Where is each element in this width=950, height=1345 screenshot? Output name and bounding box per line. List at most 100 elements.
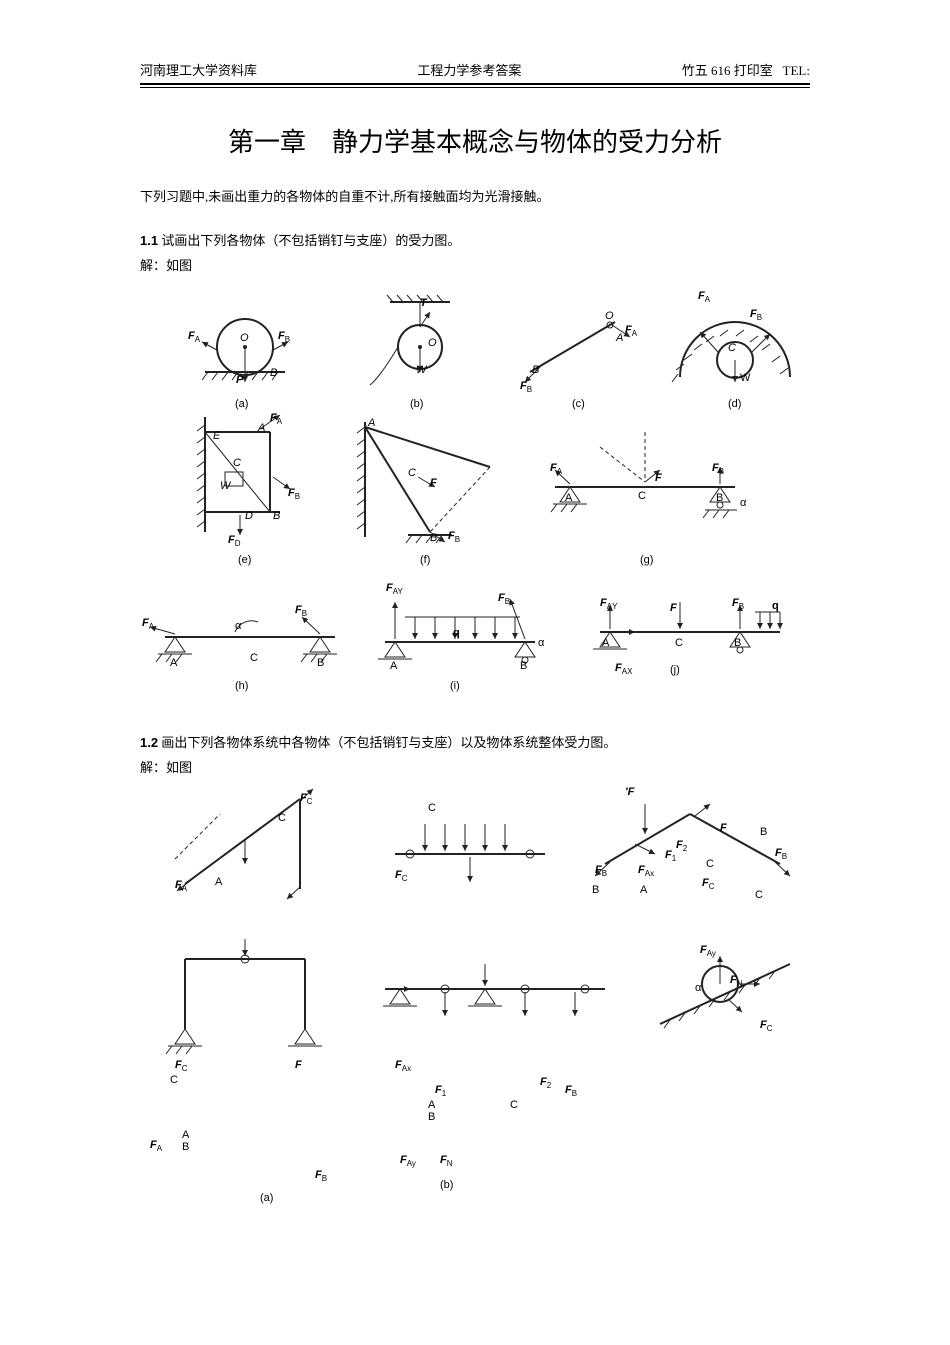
label-f1r2: F1 [435, 1084, 446, 1098]
header-right: 竹五 616 打印室 TEL: [682, 60, 810, 79]
label-alphag: α [740, 497, 746, 509]
label-fbc: FB [520, 380, 532, 394]
label-de: D [245, 510, 253, 522]
header-rule [140, 87, 810, 88]
label-crr: C [706, 858, 714, 870]
label-f2mid: F2 [676, 839, 687, 853]
intro-text: 下列习题中,未画出重力的各物体的自重不计,所有接触面均为光滑接触。 [140, 187, 810, 208]
caption-g: (g) [640, 554, 653, 566]
label-fbg: FB [712, 462, 724, 476]
label-qj: q [772, 600, 779, 612]
label-fbr: FB [775, 847, 787, 861]
header-center: 工程力学参考答案 [417, 60, 521, 79]
label-f2r2: F2 [540, 1076, 551, 1090]
label-bf: B [430, 532, 437, 544]
label-ae: A [258, 422, 265, 434]
label-b: B [270, 367, 277, 379]
label-fbh: FB [295, 604, 307, 618]
caption-f: (f) [420, 554, 430, 566]
label-f1mid: F1 [665, 849, 676, 863]
problem-number: 1.1 [140, 233, 158, 248]
label-fayi: FAY [386, 582, 403, 596]
page-header: 河南理工大学资料库 工程力学参考答案 竹五 616 打印室 TEL: [140, 60, 810, 85]
label-fcr: FC [702, 877, 715, 891]
label-be: B [273, 510, 280, 522]
label-bi: B [520, 660, 527, 672]
label-ar1: A [215, 876, 222, 888]
header-left: 河南理工大学资料库 [140, 60, 257, 79]
label-abr3: AB [182, 1129, 189, 1153]
label-fbf: FB [448, 530, 460, 544]
label-bj: B [734, 637, 741, 649]
label-bg: B [716, 492, 723, 504]
solution-label: 解：如图 [140, 255, 810, 274]
label-oc: O [605, 310, 614, 322]
label-fbr2: FB [565, 1084, 577, 1098]
caption-c: (c) [572, 398, 585, 410]
label-cj: C [675, 637, 683, 649]
label-ee: E [213, 430, 220, 442]
label-aj: A [602, 637, 609, 649]
label-fg: F [655, 472, 662, 484]
label-ff: F [430, 477, 437, 489]
label-fr: F [720, 822, 727, 834]
problem-1-1: 1.1 试画出下列各物体（不包括销钉与支座）的受力图。 [140, 230, 810, 249]
label-wd: W [740, 372, 750, 384]
caption-a: (a) [235, 398, 248, 410]
label-w: W [416, 364, 426, 376]
label-crrb: C [755, 889, 763, 901]
label-cmid: C [428, 802, 436, 814]
caption-h: (h) [235, 680, 248, 692]
label-p: P [236, 374, 243, 386]
label-ch: C [250, 652, 258, 664]
label-bc: B [532, 364, 539, 376]
problem-number: 1.2 [140, 735, 158, 750]
label-fnr3: FN [440, 1154, 453, 1168]
label-cg: C [638, 490, 646, 502]
caption-2a: (a) [260, 1192, 273, 1204]
label-fad: FA [698, 290, 710, 304]
label-fj: F [670, 602, 677, 614]
label-cd: C [728, 342, 736, 354]
label-cr2: C [170, 1074, 178, 1086]
caption-2b: (b) [440, 1179, 453, 1191]
label-fa: FA [188, 330, 200, 344]
label-far1: FA [175, 879, 187, 893]
label-qi: q [453, 627, 460, 639]
label-fac: FA [625, 324, 637, 338]
label-flr2: F [295, 1059, 302, 1071]
figure-block-2: FA A FC C FC C 'F FB B FAx A F1 F2 F FC … [140, 784, 810, 1214]
solution-label: 解：如图 [140, 757, 810, 776]
label-fae: FA [270, 412, 282, 426]
label-fcp: FC [395, 869, 408, 883]
label-we: W [220, 480, 230, 492]
label-fcr2r: FC [760, 1019, 773, 1033]
figure-block-1: FA FB O P B T W O FA FB O A B FA FB W C … [140, 282, 810, 702]
label-o: O [240, 332, 249, 344]
label-fbd: FB [750, 308, 762, 322]
label-bh: B [317, 657, 324, 669]
label-fbr3: FB [315, 1169, 327, 1183]
label-fbe: FB [288, 487, 300, 501]
label-fag: FA [550, 462, 562, 476]
chapter-title: 第一章 静力学基本概念与物体的受力分析 [140, 122, 810, 159]
label-abr2: AB [428, 1099, 435, 1123]
label-cr2b: C [510, 1099, 518, 1111]
label-fb: FB [278, 330, 290, 344]
label-t: T [420, 297, 427, 309]
label-fah: FA [142, 617, 154, 631]
label-fbmid: FB [595, 864, 607, 878]
label-fcr2: FC [175, 1059, 188, 1073]
label-fcr1: FC [300, 792, 313, 806]
caption-e: (e) [238, 554, 251, 566]
label-ag: A [565, 492, 572, 504]
label-ac: A [616, 332, 623, 344]
label-cr1: C [278, 812, 286, 824]
label-fnr2: FN [730, 974, 743, 988]
caption-b: (b) [410, 398, 423, 410]
label-fayr2: FAy [700, 944, 716, 958]
label-faxr2: FAx [395, 1059, 411, 1073]
label-af: A [368, 417, 375, 429]
label-far3: FA [150, 1139, 162, 1153]
figure-2-svg [140, 784, 810, 1214]
